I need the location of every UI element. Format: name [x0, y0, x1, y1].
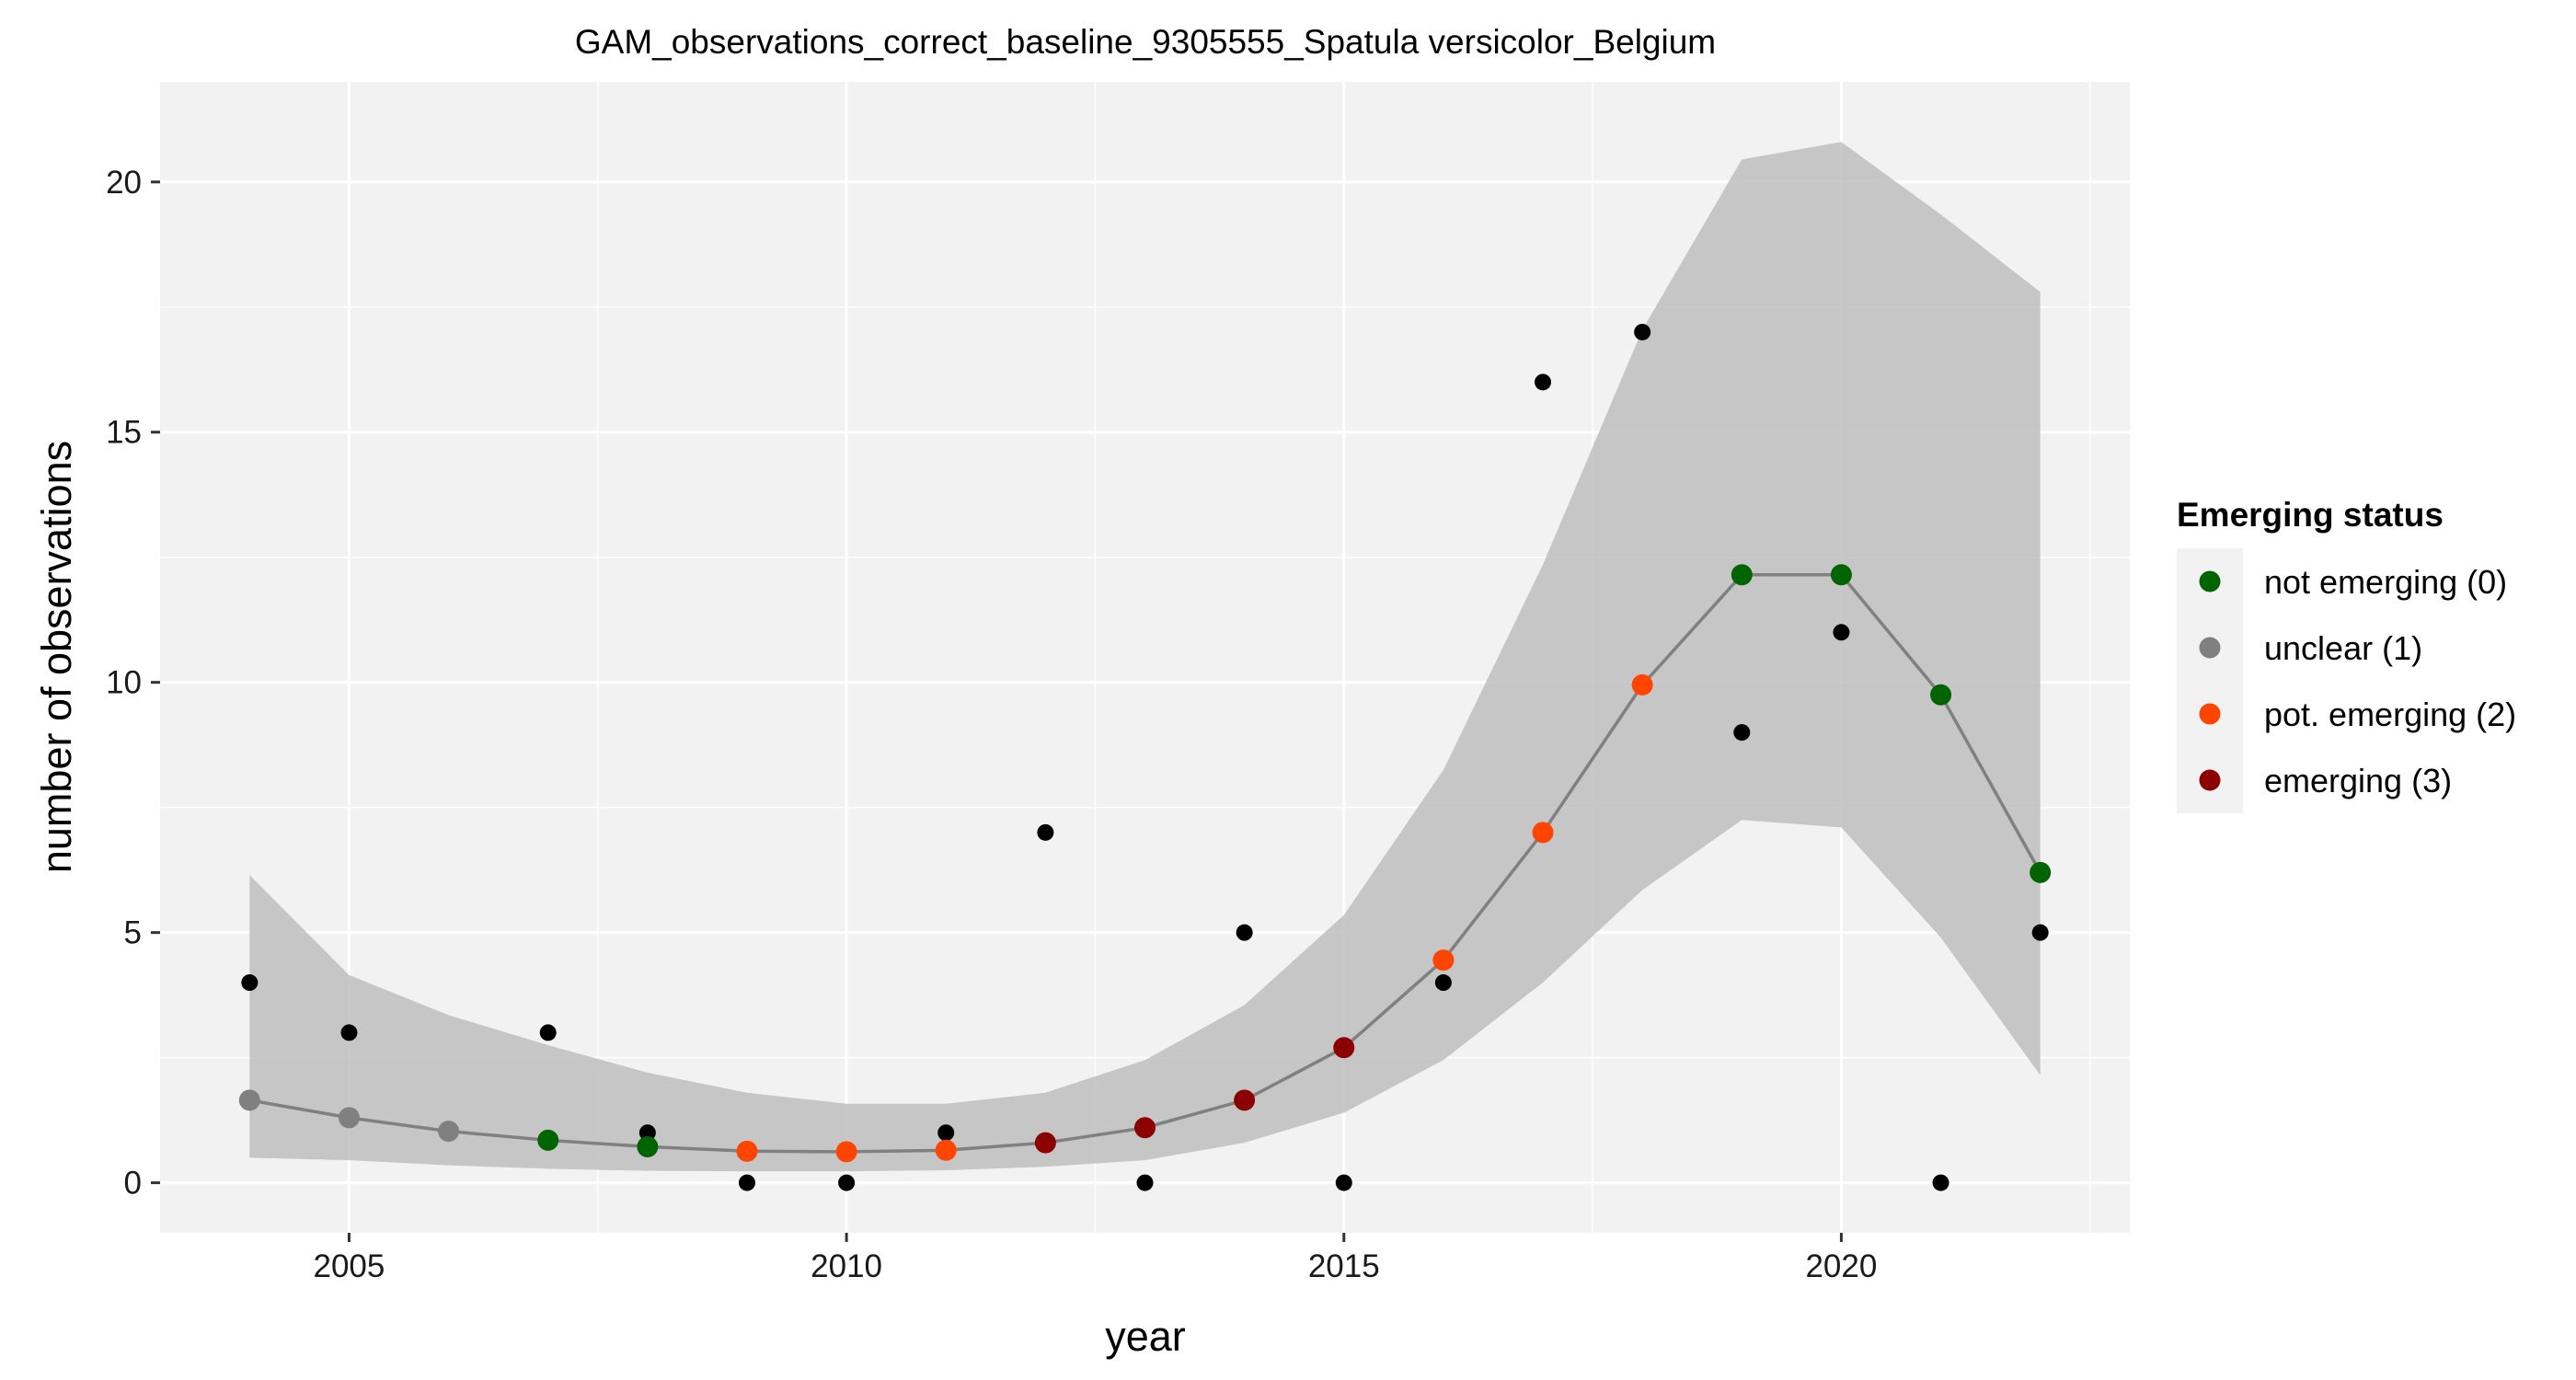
fitted-status-point	[1930, 684, 1952, 706]
observed-point	[1236, 924, 1253, 941]
fitted-status-point	[1234, 1089, 1256, 1111]
y-tick-label: 20	[106, 165, 142, 201]
chart-title: GAM_observations_correct_baseline_930555…	[575, 23, 1716, 61]
confidence-band	[249, 142, 2041, 1172]
fitted-status-point	[338, 1107, 360, 1129]
observed-point	[340, 1024, 358, 1041]
legend-label: emerging (3)	[2264, 762, 2452, 799]
x-tick-label: 2005	[314, 1248, 385, 1284]
fitted-status-point	[1631, 673, 1653, 696]
fitted-points	[238, 564, 2052, 1163]
fitted-status-point	[835, 1141, 857, 1163]
fitted-status-point	[637, 1135, 659, 1157]
fitted-status-point	[1034, 1132, 1056, 1154]
observed-point	[838, 1174, 856, 1191]
y-tick-label: 0	[124, 1166, 142, 1202]
fitted-status-point	[1731, 564, 1753, 586]
observed-point	[937, 1124, 955, 1142]
legend-label: pot. emerging (2)	[2264, 696, 2516, 733]
observed-point	[638, 1124, 656, 1142]
legend-swatch	[2199, 703, 2221, 725]
x-axis-title: year	[1105, 1313, 1186, 1360]
observed-point	[1335, 1174, 1352, 1191]
legend-swatch	[2199, 570, 2221, 592]
y-axis-title: number of observations	[33, 441, 80, 873]
observed-point	[241, 974, 259, 992]
fitted-status-point	[537, 1129, 559, 1151]
legend: Emerging status not emerging (0) unclear …	[2177, 496, 2516, 813]
x-tick-label: 2015	[1308, 1248, 1380, 1284]
y-tick-label: 15	[106, 415, 142, 451]
fitted-status-point	[2030, 861, 2052, 883]
observed-points	[241, 323, 2049, 1191]
fitted-status-point	[438, 1121, 460, 1143]
fitted-status-point	[1333, 1037, 1355, 1059]
observed-point	[1535, 374, 1552, 391]
x-tick-label: 2020	[1805, 1248, 1877, 1284]
observed-point	[1434, 974, 1452, 992]
legend-swatch	[2199, 637, 2221, 659]
fitted-status-point	[1532, 822, 1554, 844]
fitted-status-point	[736, 1140, 758, 1162]
observed-point	[1634, 323, 1651, 340]
y-tick-label: 5	[124, 915, 142, 951]
fitted-status-point	[1432, 949, 1455, 972]
observed-point	[1833, 624, 1850, 641]
observed-point	[539, 1024, 557, 1041]
y-tick-label: 10	[106, 665, 142, 701]
fitted-status-point	[1134, 1117, 1156, 1139]
legend-swatch	[2199, 769, 2221, 791]
legend-title: Emerging status	[2177, 496, 2444, 534]
x-tick-label: 2010	[811, 1248, 882, 1284]
legend-label: unclear (1)	[2264, 629, 2422, 667]
fitted-status-point	[238, 1089, 260, 1111]
observed-point	[2031, 924, 2049, 941]
observed-point	[1037, 823, 1054, 841]
legend-entries: not emerging (0) unclear (1) pot. emerging…	[2177, 548, 2516, 813]
observed-point	[738, 1174, 755, 1191]
observed-point	[1136, 1174, 1154, 1191]
observed-point	[1932, 1174, 1949, 1191]
observed-point	[1733, 724, 1751, 742]
confidence-ribbon	[249, 142, 2041, 1172]
axes: 2005 2010 2015 2020 0 5 10 15 20	[106, 165, 1877, 1284]
legend-label: not emerging (0)	[2264, 563, 2507, 601]
fitted-status-point	[1830, 564, 1852, 586]
fitted-status-point	[935, 1139, 957, 1161]
